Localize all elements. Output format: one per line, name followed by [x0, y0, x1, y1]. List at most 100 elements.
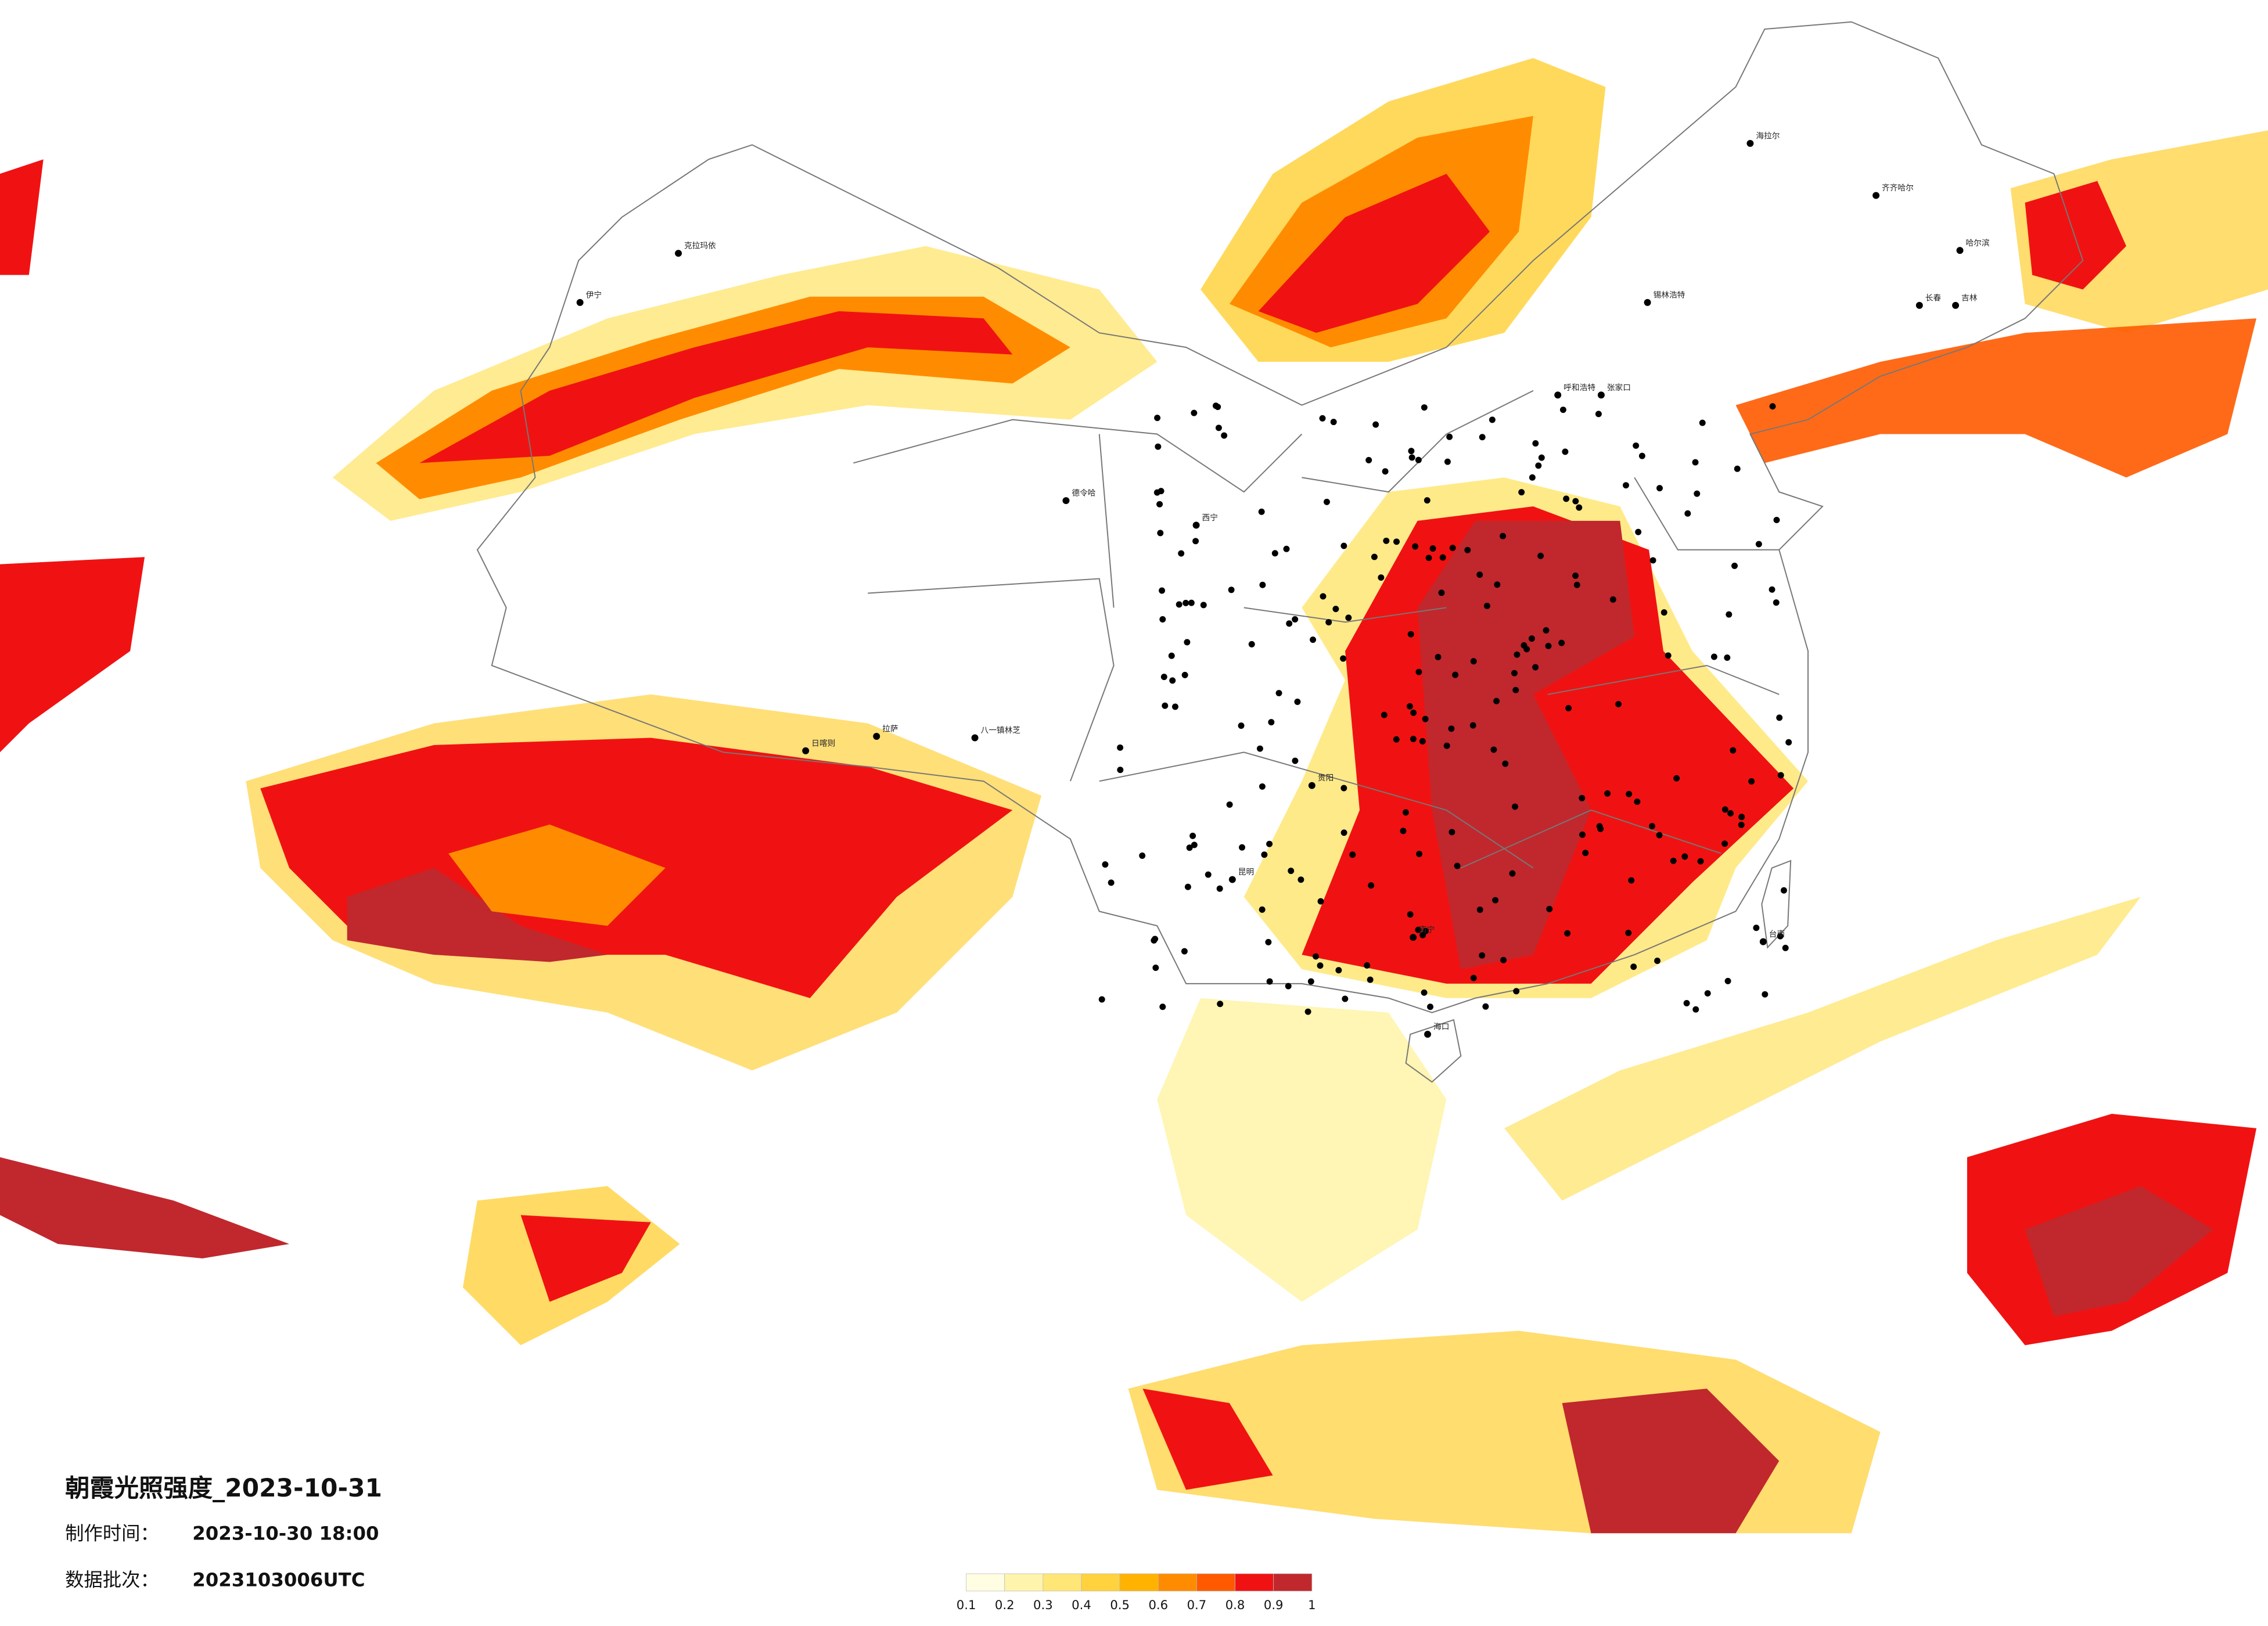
station-dot — [1582, 850, 1589, 857]
station-dot — [1340, 542, 1347, 549]
station-dot — [1365, 456, 1372, 463]
station-dot — [1692, 1006, 1699, 1013]
heat-area — [0, 557, 145, 753]
city-dot — [1952, 301, 1960, 309]
city-label: 海拉尔 — [1756, 131, 1780, 141]
station-dot — [1181, 948, 1188, 955]
station-dot — [1562, 448, 1569, 455]
station-dot — [1623, 482, 1629, 489]
station-dot — [1261, 851, 1268, 858]
city-label: 呼和浩特 — [1563, 383, 1595, 393]
station-dot — [1340, 829, 1347, 836]
station-dot — [1773, 516, 1780, 523]
station-dot — [1286, 620, 1293, 627]
station-dot — [1633, 442, 1640, 449]
station-dot — [1656, 832, 1663, 839]
map-title: 朝霞光照强度_2023-10-31 — [65, 1474, 382, 1502]
station-dot — [1681, 853, 1688, 860]
station-dot — [1156, 501, 1163, 508]
station-dot — [1266, 978, 1273, 985]
city-dot — [1410, 934, 1417, 941]
station-dot — [1238, 722, 1245, 729]
station-dot — [1381, 711, 1388, 718]
station-dot — [1625, 929, 1632, 936]
city-dot — [1915, 301, 1923, 309]
station-dot — [1535, 462, 1542, 469]
station-dot — [1155, 443, 1162, 450]
station-dot — [1518, 489, 1525, 496]
station-dot — [1320, 593, 1327, 600]
station-dot — [1186, 844, 1193, 851]
legend-label: 0.8 — [1225, 1598, 1245, 1612]
station-dot — [1422, 927, 1429, 934]
city-label: 台南 — [1769, 930, 1785, 939]
borders — [476, 21, 2084, 1083]
station-dot — [1559, 406, 1566, 413]
station-dot — [1412, 543, 1419, 550]
heat-area — [2025, 181, 2126, 290]
station-dot — [1407, 631, 1414, 638]
station-dot — [1184, 639, 1191, 646]
station-dot — [1367, 976, 1374, 983]
station-dot — [1731, 562, 1738, 569]
station-dot — [1421, 989, 1428, 996]
station-dot — [1317, 898, 1324, 905]
station-dot — [1421, 404, 1428, 411]
legend-label: 0.6 — [1148, 1598, 1168, 1612]
station-dot — [1184, 883, 1191, 890]
station-dot — [1692, 459, 1699, 466]
city-dot — [1424, 1031, 1432, 1038]
station-dot — [1335, 967, 1342, 974]
station-dot — [1502, 760, 1509, 767]
city-label: 日喀则 — [811, 739, 835, 748]
legend-label: 0.7 — [1187, 1598, 1207, 1612]
city-label: 贵阳 — [1318, 774, 1334, 783]
station-dot — [1630, 963, 1637, 970]
station-dot — [1724, 654, 1731, 661]
station-dot — [1649, 823, 1656, 830]
station-dot — [1609, 596, 1616, 603]
legend-label: 0.4 — [1072, 1598, 1091, 1612]
station-dot — [1446, 433, 1453, 440]
station-dot — [1191, 841, 1198, 848]
station-dot — [1178, 550, 1185, 557]
heat-area — [419, 311, 1013, 463]
heat-area — [520, 1215, 651, 1302]
station-dot — [1271, 550, 1278, 557]
heat-area — [347, 868, 608, 962]
station-dot — [1785, 739, 1792, 746]
station-dot — [1378, 574, 1385, 581]
station-dot — [1748, 778, 1755, 785]
station-dot — [1345, 614, 1352, 621]
station-dot — [1265, 938, 1272, 945]
station-dot — [1323, 498, 1330, 505]
station-dot — [1673, 775, 1680, 782]
station-dot — [1438, 589, 1445, 596]
station-dot — [1572, 572, 1579, 579]
city-label: 锡林浩特 — [1654, 290, 1685, 300]
city-dot — [1228, 876, 1236, 883]
station-dot — [1259, 783, 1266, 790]
station-dot — [1304, 1008, 1311, 1015]
station-dot — [1292, 616, 1299, 623]
station-dot — [1660, 609, 1667, 616]
city-label: 克拉玛依 — [684, 242, 716, 251]
station-dot — [1656, 485, 1663, 492]
city-dot — [1746, 139, 1754, 147]
station-dot — [1565, 704, 1572, 711]
station-dot — [1408, 454, 1415, 461]
station-dot — [1259, 906, 1266, 913]
city-label: 南宁 — [1419, 925, 1435, 935]
station-dot — [1489, 416, 1496, 423]
station-dot — [1464, 546, 1471, 553]
legend-label: 0.5 — [1110, 1598, 1130, 1612]
city-dot — [1308, 782, 1315, 789]
station-dot — [1773, 599, 1780, 606]
legend-label: 0.9 — [1264, 1598, 1284, 1612]
station-dot — [1452, 671, 1459, 678]
station-dot — [1200, 602, 1207, 609]
legend-label: 0.3 — [1033, 1598, 1053, 1612]
station-dot — [1479, 952, 1486, 959]
heat-area — [1157, 998, 1447, 1302]
